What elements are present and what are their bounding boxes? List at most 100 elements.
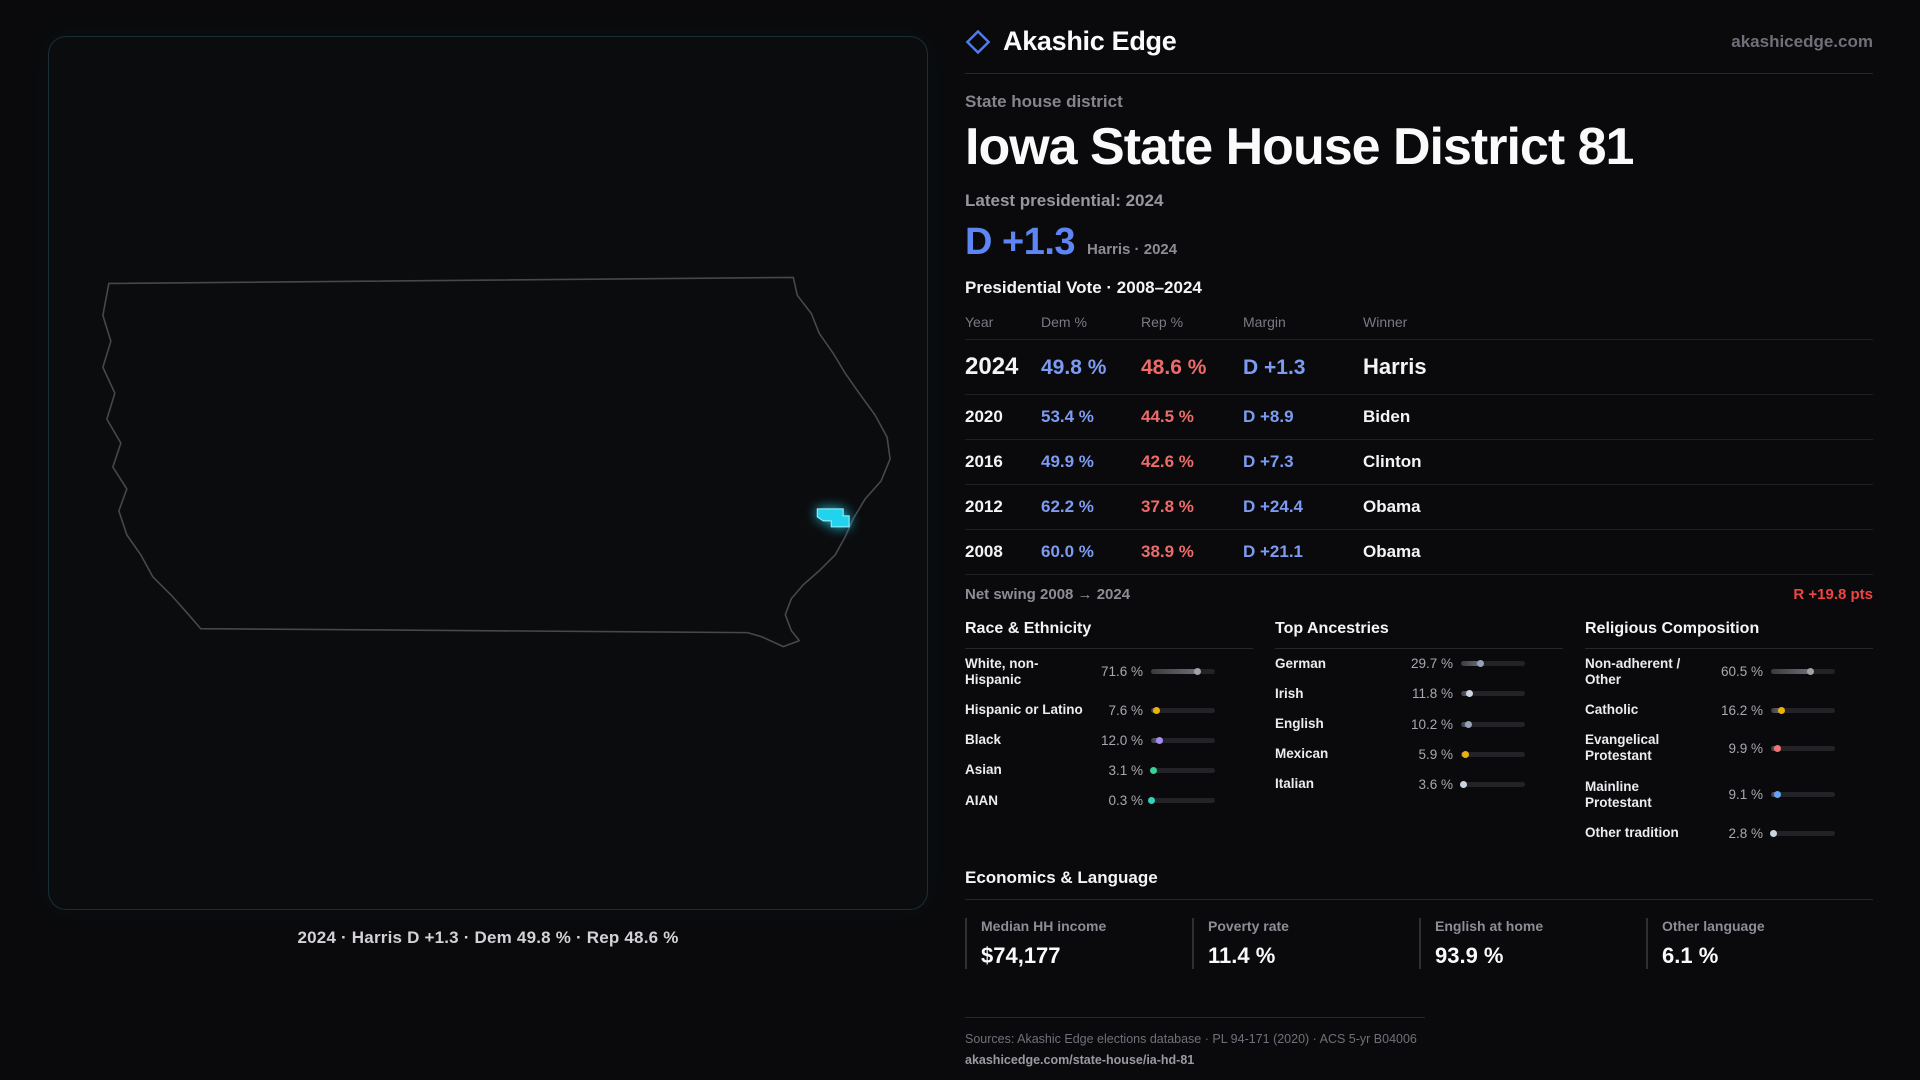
demo-item: Mainline Protestant 9.1 %	[1585, 772, 1873, 818]
brand-name: Akashic Edge	[1003, 26, 1177, 56]
demo-label: Catholic	[1585, 701, 1639, 717]
cell-dem: 53.4 %	[1041, 406, 1094, 426]
demo-bar	[1461, 720, 1525, 728]
cell-dem: 49.8 %	[1041, 355, 1107, 379]
religion-column: Religious Composition Non-adherent / Oth…	[1585, 620, 1873, 849]
demo-item: Other tradition 2.8 %	[1585, 818, 1873, 848]
cell-dem: 60.0 %	[1041, 541, 1094, 561]
demo-bar	[1460, 780, 1525, 788]
stat-label: Other language	[1662, 918, 1765, 935]
demo-item: German 29.7 %	[1275, 649, 1563, 679]
cell-year: 2012	[965, 496, 1003, 516]
iowa-map	[102, 276, 891, 648]
demo-label: Hispanic or Latino	[965, 701, 1083, 717]
iowa-state-outline	[102, 276, 891, 648]
demo-bar	[1771, 791, 1835, 799]
demo-label: AIAN	[965, 792, 998, 808]
table-header-row: Year Dem % Rep % Margin Winner	[965, 310, 1873, 340]
demo-item: Evangelical Protestant 9.9 %	[1585, 725, 1873, 771]
col-margin: Margin	[1243, 313, 1286, 330]
demo-value: 9.1 %	[1728, 787, 1763, 803]
headline-margin-row: D +1.3 Harris · 2024	[965, 221, 1873, 264]
demo-value: 60.5 %	[1720, 664, 1763, 680]
table-row-2024: 2024 49.8 % 48.6 % D +1.3 Harris	[965, 340, 1873, 395]
demo-item: Irish 11.8 %	[1275, 679, 1563, 709]
demo-item: Black 12.0 %	[965, 725, 1253, 755]
demo-label: Evangelical Protestant	[1585, 732, 1660, 764]
permalink[interactable]: akashicedge.com/state-house/ia-hd-81	[965, 1053, 1195, 1068]
demo-value: 2.8 %	[1728, 825, 1763, 841]
demo-bar	[1151, 706, 1215, 714]
cell-year: 2020	[965, 406, 1003, 426]
demo-label: Non-adherent / Other	[1585, 655, 1681, 687]
cell-year: 2008	[965, 541, 1003, 561]
cell-winner: Biden	[1363, 406, 1411, 426]
demo-bar	[1771, 668, 1835, 676]
col-winner: Winner	[1363, 313, 1408, 330]
cell-rep: 37.8 %	[1141, 496, 1194, 516]
demo-item: English 10.2 %	[1275, 709, 1563, 739]
col-year: Year	[965, 313, 994, 330]
demo-item: Hispanic or Latino 7.6 %	[965, 695, 1253, 725]
demo-bar	[1461, 690, 1525, 698]
demo-bar	[1149, 766, 1215, 774]
cell-year: 2016	[965, 451, 1003, 471]
demo-item: Italian 3.6 %	[1275, 769, 1563, 799]
cell-rep: 48.6 %	[1141, 355, 1207, 379]
demo-label: Irish	[1275, 685, 1304, 701]
cell-winner: Obama	[1363, 496, 1421, 516]
col-dem: Dem %	[1041, 313, 1087, 330]
demo-value: 11.8 %	[1411, 686, 1453, 702]
demo-bar	[1151, 668, 1215, 676]
religion-title: Religious Composition	[1585, 620, 1873, 649]
presidential-vote-table: Year Dem % Rep % Margin Winner 2024 49.8…	[965, 310, 1873, 575]
brand-domain-link[interactable]: akashicedge.com	[1731, 31, 1873, 51]
brand-header: Akashic Edge akashicedge.com	[965, 26, 1873, 74]
cell-winner: Obama	[1363, 541, 1421, 561]
stat-other-language: Other language 6.1 %	[1646, 918, 1873, 970]
net-swing-value: R +19.8 pts	[1793, 585, 1873, 603]
demo-bar	[1148, 797, 1215, 805]
table-row-2012: 2012 62.2 % 37.8 % D +24.4 Obama	[965, 485, 1873, 530]
cell-rep: 38.9 %	[1141, 541, 1194, 561]
cell-margin: D +1.3	[1243, 355, 1306, 379]
demo-label: English	[1275, 715, 1324, 731]
diamond-logo-icon	[965, 29, 991, 54]
economics-title: Economics & Language	[965, 868, 1873, 901]
demo-value: 5.9 %	[1418, 746, 1453, 762]
stat-poverty-rate: Poverty rate 11.4 %	[1192, 918, 1419, 970]
demo-value: 29.7 %	[1410, 656, 1453, 672]
net-swing-row: Net swing 2008 → 2024 R +19.8 pts	[965, 575, 1873, 616]
map-caption: 2024 · Harris D +1.3 · Dem 49.8 % · Rep …	[297, 928, 679, 947]
cell-margin: D +24.4	[1243, 496, 1304, 516]
demographics-grid: Race & Ethnicity White, non-Hispanic 71.…	[965, 620, 1873, 849]
latest-presidential-label: Latest presidential: 2024	[965, 190, 1164, 210]
demo-label: White, non-Hispanic	[965, 655, 1039, 687]
ancestries-title: Top Ancestries	[1275, 620, 1563, 649]
table-row-2020: 2020 53.4 % 44.5 % D +8.9 Biden	[965, 395, 1873, 440]
demo-label: German	[1275, 655, 1327, 671]
demo-value: 3.1 %	[1108, 762, 1143, 778]
race-title: Race & Ethnicity	[965, 620, 1253, 649]
vote-table-title: Presidential Vote · 2008–2024	[965, 277, 1202, 297]
cell-winner: Harris	[1363, 353, 1427, 379]
demo-label: Mainline Protestant	[1585, 778, 1652, 810]
cell-dem: 49.9 %	[1041, 451, 1094, 471]
cell-margin: D +21.1	[1243, 541, 1304, 561]
table-row-2016: 2016 49.9 % 42.6 % D +7.3 Clinton	[965, 440, 1873, 485]
demo-item: AIAN 0.3 %	[965, 786, 1253, 816]
headline-margin-note: Harris · 2024	[1087, 240, 1178, 258]
demo-bar	[1771, 706, 1835, 714]
demo-item: Asian 3.1 %	[965, 755, 1253, 785]
demo-bar	[1769, 829, 1835, 837]
cell-dem: 62.2 %	[1041, 496, 1094, 516]
sources-text: Sources: Akashic Edge elections database…	[965, 1032, 1417, 1047]
demo-value: 71.6 %	[1100, 664, 1143, 680]
cell-margin: D +8.9	[1243, 406, 1294, 426]
stat-value: 11.4 %	[1208, 943, 1276, 969]
stat-value: 6.1 %	[1662, 943, 1719, 969]
net-swing-label: Net swing 2008 → 2024	[965, 585, 1131, 603]
demo-label: Italian	[1275, 776, 1315, 792]
demo-label: Asian	[965, 762, 1002, 778]
